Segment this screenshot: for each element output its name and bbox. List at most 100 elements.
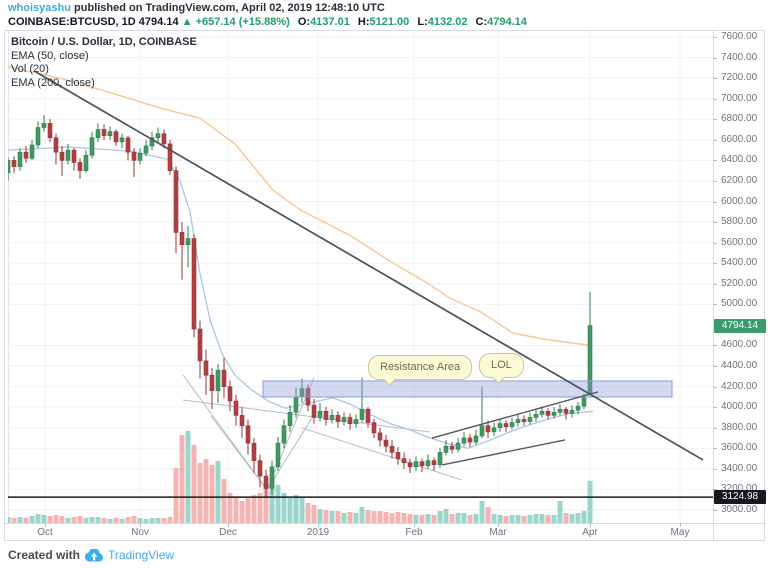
price-tick (713, 37, 717, 38)
volume-bar (17, 517, 23, 523)
volume-bar (269, 479, 275, 523)
volume-bar (191, 445, 197, 523)
plot-left-border (8, 31, 9, 523)
time-axis-label: May (670, 527, 690, 538)
volume-bar (443, 509, 449, 523)
volume-bar (245, 498, 251, 523)
time-axis-label: 2019 (306, 527, 330, 538)
price-tick (713, 99, 717, 100)
volume-bar (29, 516, 35, 523)
candle-body (215, 369, 221, 392)
time-axis[interactable]: Oct Nov Dec 2019 Feb Mar Apr May (8, 523, 713, 541)
volume-bar (77, 516, 83, 523)
drawing-channel-lower[interactable] (441, 439, 566, 466)
price-axis-label: 6400.00 (721, 154, 758, 166)
volume-bar (557, 501, 563, 523)
volume-bar (149, 518, 155, 523)
volume-bar (509, 515, 515, 523)
symbol-name[interactable]: COINBASE:BTCUSD, 1D (8, 16, 136, 28)
price-tick (713, 407, 717, 408)
level-price-badge: 3124.98 (714, 490, 766, 504)
price-tick (713, 202, 717, 203)
candle-body (359, 408, 365, 420)
candle-body (551, 412, 557, 416)
volume-bar (515, 515, 521, 523)
candle-body (29, 144, 35, 159)
volume-bar (251, 495, 257, 523)
candle-body (479, 425, 485, 437)
volume-bar (113, 518, 119, 523)
price-axis-label: 3000.00 (721, 504, 758, 515)
price-axis-label: 3800.00 (721, 421, 758, 433)
candle-body (521, 419, 527, 422)
time-tick (45, 523, 46, 527)
volume-bar (47, 516, 53, 523)
price-axis-label: 7000.00 (721, 92, 758, 104)
drawing-fan-up-b[interactable] (266, 417, 313, 491)
candle-body (395, 452, 401, 459)
drawing-main-descending-resistance[interactable] (35, 71, 704, 461)
candle-body (401, 458, 407, 463)
price-chart-plot[interactable] (5, 31, 713, 523)
drawing-jan-feb-descent[interactable] (301, 427, 463, 481)
lol-callout[interactable]: LOL (479, 353, 524, 378)
price-tick (713, 140, 717, 141)
candle-body (383, 439, 389, 447)
up-arrow-icon: ▲ (181, 16, 193, 28)
price-tick (713, 469, 717, 470)
chart-canvas[interactable] (5, 31, 713, 523)
resistance-area-callout[interactable]: Resistance Area (368, 355, 473, 380)
candle-body (467, 437, 473, 443)
volume-bar (425, 514, 431, 523)
ema50-line[interactable] (7, 146, 594, 449)
resistance-zone-box[interactable] (262, 380, 673, 398)
time-axis-label: Apr (582, 527, 598, 538)
price-axis-label: 7200.00 (721, 72, 758, 84)
volume-bar (197, 463, 203, 523)
drawing-wedge-b[interactable] (210, 415, 268, 491)
drawing-channel-upper[interactable] (431, 391, 599, 439)
drawing-shallow-descent[interactable] (182, 399, 431, 433)
volume-bar (95, 517, 101, 523)
volume-bar (167, 517, 173, 523)
price-axis[interactable]: 7600.00 7400.00 7200.00 7000.00 6800.00 6600.… (713, 31, 768, 523)
price-tick (713, 345, 717, 346)
volume-bar (575, 513, 581, 523)
ema200-line[interactable] (7, 66, 594, 347)
volume-bar (179, 435, 185, 523)
volume-bar (119, 519, 125, 523)
price-axis-label: 3200.00 (721, 483, 758, 495)
candle-body (47, 123, 53, 139)
price-tick (713, 366, 717, 367)
chart-header: whoisyashu published on TradingView.com,… (8, 1, 527, 29)
candle-body (5, 160, 11, 174)
volume-bar (347, 512, 353, 523)
volume-bar (479, 501, 485, 523)
price-tick (713, 263, 717, 264)
candle-body (509, 422, 515, 428)
created-with-text: Created with (8, 548, 81, 562)
time-tick (414, 523, 415, 527)
candle-body (173, 170, 179, 233)
username-link[interactable]: whoisyashu (8, 2, 71, 14)
tradingview-brand-link[interactable]: TradingView (108, 548, 175, 562)
candle-body (179, 232, 185, 246)
volume-bar (107, 519, 113, 523)
price-axis-label: 5000.00 (721, 298, 758, 310)
volume-bar (89, 517, 95, 523)
candle-body (407, 462, 413, 468)
candle-body (155, 133, 161, 139)
volume-bar (581, 511, 587, 523)
candle-body (461, 437, 467, 444)
time-axis-separator (4, 523, 766, 524)
price-tick (713, 489, 717, 490)
price-tick (713, 119, 717, 120)
volume-bar (353, 513, 359, 523)
candle-body (485, 425, 491, 433)
candle-body (539, 410, 545, 415)
price-axis-label: 6200.00 (721, 174, 758, 186)
price-axis-label: 4400.00 (721, 360, 758, 372)
candle-body (239, 415, 245, 426)
candle-body (119, 137, 125, 143)
candle-body (413, 461, 419, 468)
